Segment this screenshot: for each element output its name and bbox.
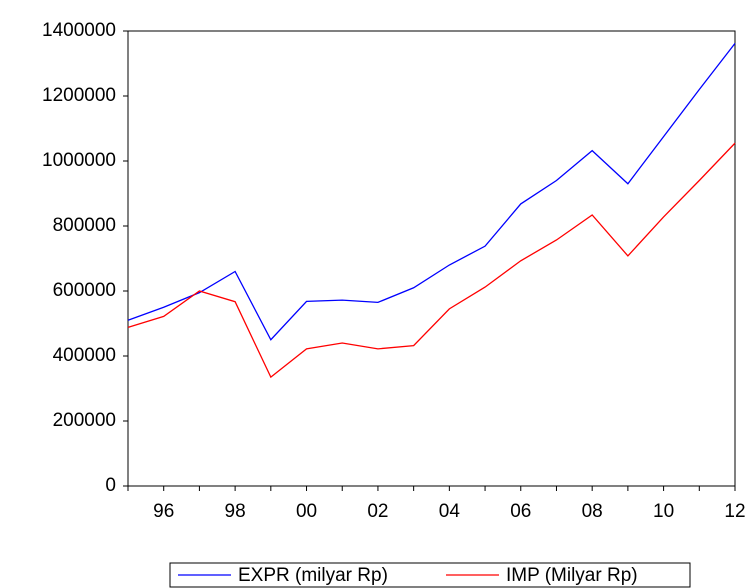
x-tick-label: 00	[296, 501, 317, 522]
y-tick-label: 0	[105, 475, 116, 496]
y-tick-label: 1000000	[42, 150, 116, 171]
y-tick-label: 1200000	[42, 85, 116, 106]
x-tick-label: 10	[653, 501, 674, 522]
x-tick-label: 04	[439, 501, 461, 522]
x-tick-label: 12	[724, 501, 745, 522]
y-tick-label: 400000	[53, 345, 116, 366]
plot-frame	[127, 30, 736, 487]
y-tick-label: 600000	[53, 280, 116, 301]
y-tick-label: 1400000	[42, 20, 116, 41]
x-tick-label: 98	[225, 501, 246, 522]
series-line	[127, 142, 736, 379]
legend-label: EXPR (milyar Rp)	[238, 565, 388, 586]
x-tick-label: 96	[153, 501, 174, 522]
x-tick-label: 08	[582, 501, 603, 522]
y-tick-label: 200000	[53, 410, 116, 431]
x-tick-label: 02	[367, 501, 388, 522]
x-tick-label: 06	[510, 501, 531, 522]
legend-box	[169, 562, 691, 588]
legend-label: IMP (Milyar Rp)	[506, 565, 638, 586]
series-line	[127, 42, 736, 341]
y-tick-label: 800000	[53, 215, 116, 236]
